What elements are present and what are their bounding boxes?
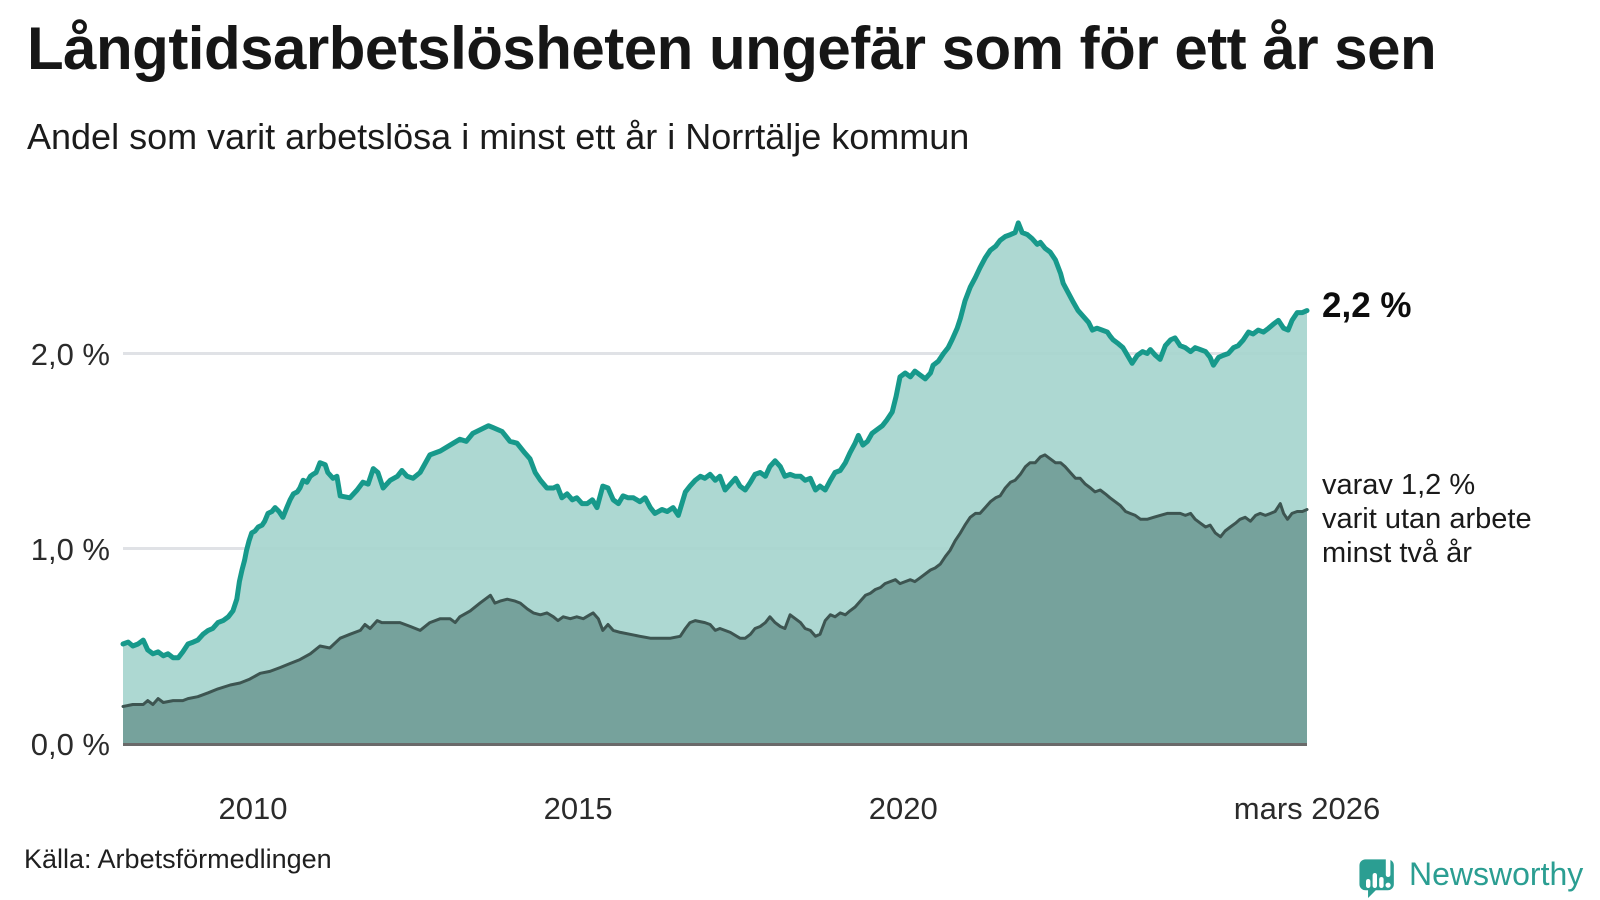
newsworthy-wordmark: Newsworthy bbox=[1409, 856, 1584, 892]
y-tick-label: 2,0 % bbox=[30, 336, 110, 372]
source-credit: Källa: Arbetsförmedlingen bbox=[24, 844, 332, 874]
area-fill-series-1 bbox=[123, 454, 1307, 744]
newsworthy-bubble-icon bbox=[1359, 853, 1394, 899]
page-title: Långtidsarbetslösheten ungefär som för e… bbox=[27, 15, 1437, 82]
x-tick-label: 2020 bbox=[868, 791, 938, 826]
line-series-0 bbox=[120, 220, 1310, 661]
x-tick-label: mars 2026 bbox=[1233, 791, 1381, 826]
y-tick-label: 0,0 % bbox=[30, 726, 110, 762]
newsworthy-logo: Newsworthy bbox=[1356, 850, 1584, 899]
secondary-annotation: varav 1,2 % varit utan arbete minst två … bbox=[1322, 468, 1532, 570]
page-subtitle: Andel som varit arbetslösa i minst ett å… bbox=[27, 116, 970, 157]
y-tick-label: 1,0 % bbox=[30, 531, 110, 567]
x-tick-label: 2010 bbox=[218, 791, 288, 826]
latest-value-annotation: 2,2 % bbox=[1322, 286, 1412, 325]
secondary-annotation-line2: varit utan arbete bbox=[1322, 503, 1532, 535]
line-series-1 bbox=[121, 453, 1309, 708]
secondary-annotation-line3: minst två år bbox=[1322, 537, 1472, 569]
chart-series bbox=[120, 220, 1310, 744]
x-tick-label: 2015 bbox=[543, 791, 613, 826]
secondary-annotation-line1: varav 1,2 % bbox=[1322, 469, 1476, 501]
